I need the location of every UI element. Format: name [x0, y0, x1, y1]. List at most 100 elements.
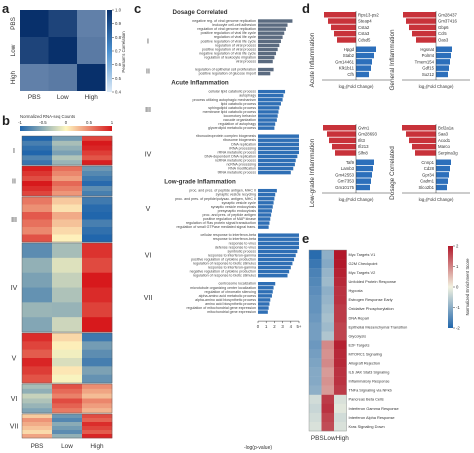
- nes-cell: [309, 259, 322, 269]
- upregulated-gene-label: Steap4: [358, 19, 372, 24]
- go-term-bar: [258, 294, 272, 298]
- rna-heatmap-cell: [52, 166, 83, 172]
- go-term-bar: [258, 257, 295, 262]
- rna-heatmap-cell: [22, 145, 53, 151]
- rna-cluster-frame: [21, 332, 113, 384]
- rna-heatmap-cell: [22, 287, 53, 303]
- panel-b: b Normalized RNA-seq Counts -1 -0.5 0 0.5 1 …: [2, 113, 114, 450]
- upregulated-gene-label: Serpina3g: [438, 151, 458, 156]
- nes-cell: [321, 403, 335, 414]
- go-term-bar: [258, 162, 295, 167]
- go-section-header: Dosage Correlated: [172, 9, 227, 16]
- rna-heatmap-cell: [22, 181, 53, 187]
- panel-a-letter: a: [2, 1, 10, 16]
- go-term-label: synaptic vesicle endocytosis: [211, 205, 256, 209]
- upregulated-gene-bar: [412, 143, 436, 150]
- nes-cell: [334, 277, 347, 287]
- go-term-label: microtubule organizing center localizati…: [190, 286, 256, 290]
- go-group-numeral: V: [146, 206, 151, 213]
- rna-clusters-heatmap: [21, 135, 113, 439]
- go-term-label: tRNA metabolic process: [218, 171, 257, 175]
- correlation-colorbar-tick-label: 0.7: [115, 49, 122, 54]
- go-term-label: presynaptic endocytosis: [218, 209, 257, 213]
- rna-heatmap-cell: [22, 234, 53, 243]
- go-section-header: Acute Inflammation: [171, 80, 229, 87]
- correlation-colorbar-label: Pearson's Correlation: [121, 31, 126, 73]
- upregulated-gene-bar: [402, 125, 436, 131]
- rna-heatmap-cell: [22, 219, 53, 228]
- nes-colorbar: [448, 246, 453, 328]
- downregulated-gene-bar: [356, 165, 373, 172]
- downregulated-gene-bar: [356, 59, 372, 65]
- nes-cell: [334, 376, 347, 386]
- go-term-bar: [258, 106, 280, 110]
- rna-heatmap-cell: [52, 434, 83, 439]
- nes-cell: [309, 385, 322, 395]
- rna-heatmap-cell: [82, 204, 113, 213]
- rna-cluster-frame: [21, 413, 113, 439]
- downregulated-gene-bar: [436, 178, 448, 184]
- rna-heatmap-cell: [22, 302, 53, 318]
- go-term-bar: [258, 122, 276, 126]
- rna-heatmap-cell: [52, 186, 83, 192]
- go-term-bar: [258, 225, 269, 229]
- go-term-label: negative regulation of viral life cycle: [199, 51, 256, 55]
- rna-heatmap-cell: [52, 197, 83, 205]
- go-term-bar: [258, 154, 298, 159]
- panel-d-letter: d: [302, 1, 310, 16]
- nes-cell: [309, 376, 322, 386]
- rna-heatmap-cell: [82, 234, 113, 243]
- rna-heatmap-cell: [22, 349, 53, 359]
- go-x-tick-label: 3: [281, 324, 284, 329]
- upregulated-gene-bar: [324, 12, 356, 18]
- upregulated-gene-bar: [409, 24, 436, 31]
- correlation-colorbar-tick-label: 0.8: [115, 35, 122, 40]
- rna-heatmap-cell: [52, 317, 83, 333]
- rna-heatmap-cell: [52, 234, 83, 243]
- nes-colorbar-tick-label: 2: [456, 244, 459, 249]
- go-enrichment-axis: 0 1 2 3 4 5+: [257, 320, 302, 329]
- nes-cell: [309, 268, 322, 278]
- go-term-label: rRNA metabolic process: [217, 150, 256, 154]
- rna-heatmap-cell: [82, 145, 113, 151]
- nes-pathway-label: Myc Targets V1: [349, 252, 376, 257]
- nes-pathway-label: Kras Signaling Down: [349, 424, 385, 429]
- correlation-row-label: Low: [10, 44, 17, 56]
- rna-heatmap-cell: [52, 212, 83, 220]
- rna-heatmap-cell: [22, 150, 53, 156]
- rna-heatmap-cell: [82, 398, 113, 404]
- nes-pathway-label: DNA Repair: [349, 315, 370, 320]
- upregulated-gene-label: Gvin1: [358, 125, 370, 130]
- nes-cell: [309, 250, 322, 260]
- rna-heatmap-cell: [22, 272, 53, 288]
- fold-change-quadrant-title: Dosage Correlated: [389, 146, 396, 200]
- rna-heatmap-cell: [52, 408, 83, 414]
- rna-heatmap-cell: [82, 384, 113, 390]
- go-x-tick-label: 1: [265, 324, 268, 329]
- go-term-bar: [258, 118, 277, 122]
- go-term-label: regulation of Ras protein signal transdu…: [186, 221, 256, 225]
- nes-cell: [321, 376, 335, 386]
- go-term-label: synaptic vesicle recycling: [216, 193, 256, 197]
- nes-cell: [321, 295, 335, 305]
- downregulated-gene-bar: [356, 172, 372, 178]
- upregulated-gene-label: Gm37416: [438, 19, 457, 24]
- downregulated-gene-label: Gm14461: [335, 59, 354, 64]
- downregulated-gene-label: Hpgd: [344, 47, 355, 52]
- nes-pathway-label: IL6 JAK Stat3 Signaling: [349, 370, 390, 375]
- rna-cluster-label: IV: [11, 285, 18, 292]
- rna-heatmap-cell: [22, 155, 53, 161]
- upregulated-gene-bar: [323, 125, 356, 131]
- rna-heatmap-cell: [82, 434, 113, 439]
- nes-cell: [309, 403, 322, 414]
- nes-cell: [321, 421, 335, 432]
- rna-heatmap-cell: [22, 136, 53, 142]
- fold-change-xlabel: log₂(Fold Change): [339, 197, 374, 202]
- go-term-label: cellular lipid catabolic process: [208, 90, 256, 94]
- go-term-bar: [258, 39, 281, 43]
- go-term-label: positive regulation of viral life cycle: [201, 39, 256, 43]
- nes-colorbar-tick-label: -1: [456, 305, 460, 310]
- nes-cell: [321, 358, 335, 368]
- nes-pathway-label: Pancreas Beta Cells: [349, 397, 384, 402]
